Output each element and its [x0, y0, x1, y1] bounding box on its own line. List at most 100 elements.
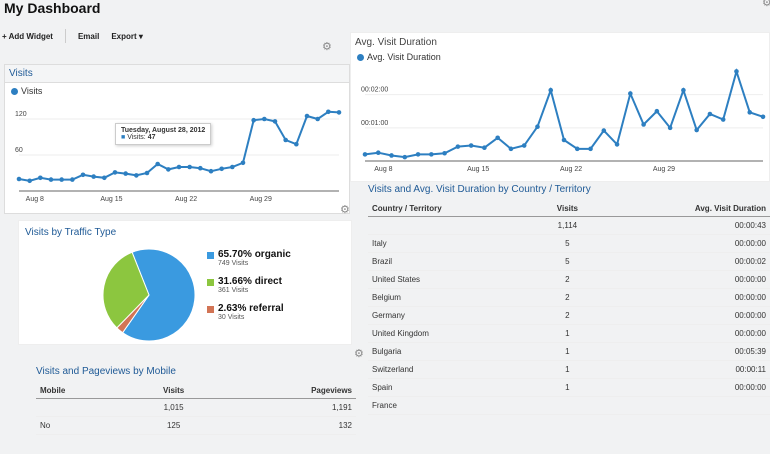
x-tick-label: Aug 29: [250, 196, 272, 203]
chart-tooltip: Tuesday, August 28, 2012 ■ Visits: 47: [115, 123, 212, 145]
data-point: [601, 128, 607, 133]
column-header: Pageviews: [215, 383, 356, 399]
data-point: [402, 154, 408, 160]
cell: Belgium: [368, 288, 536, 307]
data-point: [429, 152, 434, 157]
cell: 00:05:39: [598, 342, 770, 361]
data-point: [720, 117, 726, 122]
cell: No: [36, 416, 132, 435]
data-point: [48, 177, 54, 182]
cell: 00:00:00: [598, 378, 770, 397]
cell: 00:00:11: [598, 360, 770, 379]
data-point: [27, 178, 32, 184]
x-tick-label: Aug 22: [175, 196, 197, 203]
cell: France: [368, 396, 536, 415]
cell: Germany: [368, 306, 536, 325]
table-row[interactable]: United Kingdom 1 00:00:00: [368, 324, 770, 343]
add-widget-button[interactable]: + Add Widget: [2, 32, 53, 41]
visits-widget: Visits Visits 60 120 Aug 8 Aug 15 Aug 22 Aug …: [4, 64, 350, 214]
chart-legend: Avg. Visit Duration: [351, 52, 769, 62]
data-point: [495, 135, 500, 141]
cell: 00:00:43: [598, 216, 770, 235]
cell: 5: [535, 234, 599, 253]
data-point: [155, 161, 160, 167]
table-header: Mobile Visits Pageviews: [36, 383, 356, 399]
table-header: Country / Territory Visits Avg. Visit Dura…: [368, 201, 770, 217]
cell: Bulgaria: [368, 342, 536, 361]
data-point: [734, 69, 739, 74]
table-row[interactable]: Switzerland 1 00:00:11: [368, 360, 770, 379]
data-point: [166, 167, 171, 172]
widget-title: Visits and Pageviews by Mobile: [36, 366, 176, 377]
widget-title: Avg. Visit Duration: [355, 37, 437, 48]
data-point: [747, 110, 753, 115]
data-point: [468, 143, 474, 148]
y-tick-label: 60: [15, 147, 23, 154]
column-header: Country / Territory: [368, 201, 536, 217]
data-point: [415, 152, 421, 157]
widget-title: Visits by Traffic Type: [25, 227, 117, 238]
x-tick-label: Aug 8: [26, 196, 44, 203]
settings-gear-icon[interactable]: ⚙: [762, 0, 770, 9]
duration-line-chart[interactable]: 00:01:00 00:02:00 Aug 8 Aug 15 Aug 22 Aug 29: [351, 63, 769, 183]
y-tick-label: 00:01:00: [361, 120, 388, 127]
table-row[interactable]: Germany 2 00:00:00: [368, 306, 770, 325]
data-point: [272, 119, 278, 124]
cell: 2: [535, 270, 599, 289]
email-button[interactable]: Email: [77, 32, 100, 41]
tooltip-label: Visits:: [127, 134, 146, 141]
data-point: [455, 144, 461, 149]
cell: 00:00:00: [598, 234, 770, 253]
traffic-pie-chart[interactable]: [99, 245, 199, 345]
data-point: [389, 153, 394, 158]
table-row[interactable]: Belgium 2 00:00:00: [368, 288, 770, 307]
table-row[interactable]: Spain 1 00:00:00: [368, 378, 770, 397]
cell: 1: [535, 324, 599, 343]
settings-gear-icon[interactable]: ⚙: [340, 204, 350, 216]
x-tick-label: Aug 15: [467, 166, 489, 173]
country-widget: Visits and Avg. Visit Duration by Countr…: [368, 184, 770, 415]
table-row[interactable]: United States 2 00:00:00: [368, 270, 770, 289]
legend-sublabel: 30 Visits: [218, 314, 245, 321]
data-point: [654, 108, 660, 114]
table-row[interactable]: Italy 5 00:00:00: [368, 234, 770, 253]
toolbar-divider: [64, 29, 66, 43]
data-point: [294, 141, 299, 147]
table-row[interactable]: Brazil 5 00:00:02: [368, 252, 770, 271]
export-button[interactable]: Export ▾: [111, 32, 143, 41]
cell: Spain: [368, 378, 536, 397]
pie-slice-organic: [121, 248, 196, 342]
legend-label: 2.63% referral: [218, 303, 284, 314]
table-row[interactable]: Bulgaria 1 00:05:39: [368, 342, 770, 361]
legend-sublabel: 749 Visits: [218, 260, 249, 267]
cell: 132: [215, 416, 356, 435]
data-point: [208, 168, 214, 174]
data-point: [681, 87, 686, 93]
dashboard-toolbar: + Add Widget Email Export ▾: [2, 29, 143, 43]
data-point: [482, 145, 487, 151]
data-point: [219, 166, 224, 172]
y-tick-label: 120: [15, 111, 27, 118]
table-row[interactable]: France: [368, 396, 770, 415]
tooltip-value: 47: [147, 134, 156, 141]
data-point: [283, 137, 288, 143]
widget-title: Visits and Avg. Visit Duration by Countr…: [368, 184, 591, 195]
data-point: [187, 164, 192, 170]
table-row[interactable]: No 125 132: [36, 416, 356, 435]
settings-gear-icon[interactable]: ⚙: [322, 41, 332, 53]
column-header: Visits: [131, 383, 216, 399]
column-header: Mobile: [36, 383, 132, 399]
referral-swatch-icon: [207, 306, 214, 313]
data-point: [641, 122, 646, 127]
settings-gear-icon[interactable]: ⚙: [354, 348, 364, 360]
visits-line-chart[interactable]: 60 120 Aug 8 Aug 15 Aug 22 Aug 29: [5, 99, 349, 211]
x-tick-label: Aug 8: [374, 166, 392, 173]
y-tick-label: 00:02:00: [361, 87, 388, 94]
data-point: [38, 175, 43, 181]
cell: 125: [131, 416, 216, 435]
table-total-row: 1,015 1,191: [36, 398, 356, 417]
cell: 00:00:00: [598, 288, 770, 307]
cell: 5: [535, 252, 599, 271]
data-point: [535, 124, 540, 130]
data-point: [304, 113, 310, 119]
